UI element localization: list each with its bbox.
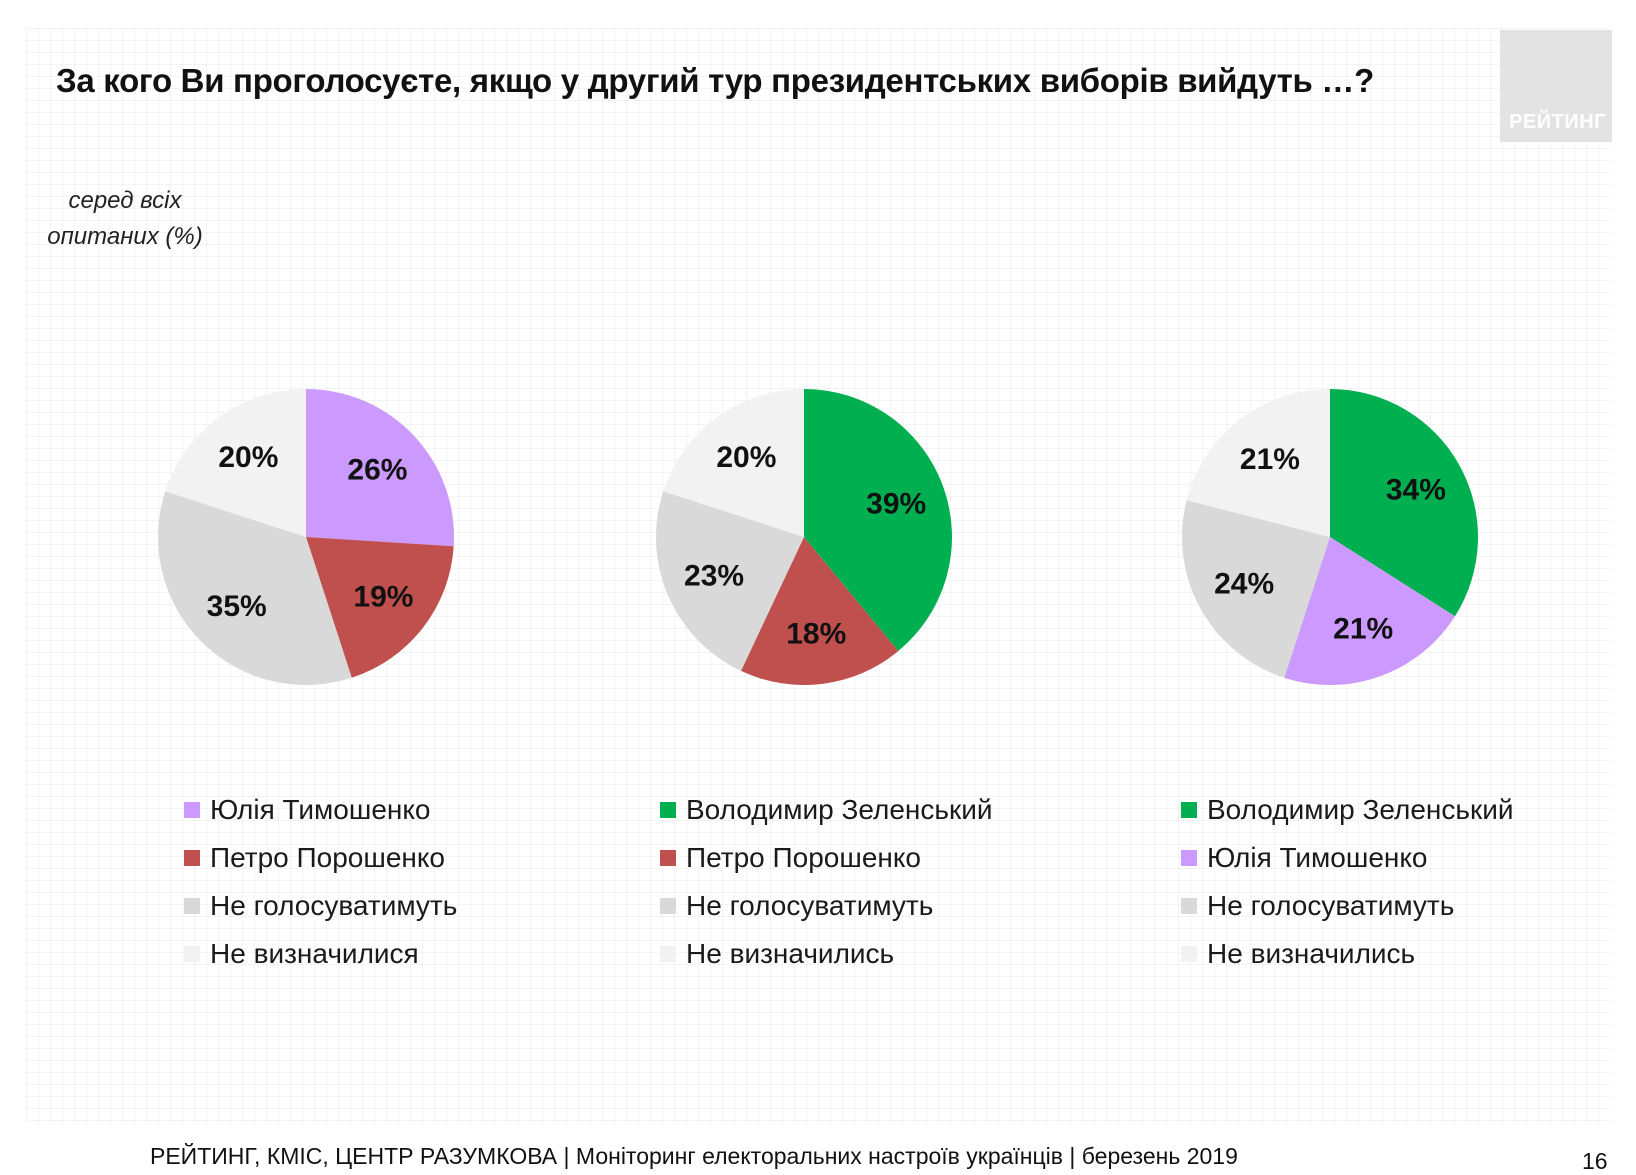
legend-item: Юлія Тимошенко: [1181, 834, 1514, 882]
pie-chart-2: 39% 18% 23% 20%: [639, 372, 969, 702]
pie-data-label: 35%: [207, 590, 267, 623]
pie-slice: [157, 491, 352, 685]
legend-swatch: [184, 946, 200, 962]
legend-item: Не визначились: [660, 930, 993, 978]
legend-swatch: [660, 802, 676, 818]
legend-label: Не визначились: [686, 938, 895, 969]
pie-slice: [804, 389, 952, 652]
pie-chart-3-svg: 34% 21% 24% 21%: [1182, 389, 1478, 685]
pie-data-label: 20%: [716, 441, 776, 474]
page-title: За кого Ви проголосуєте, якщо у другий т…: [56, 62, 1374, 99]
legend-item: Юлія Тимошенко: [184, 786, 457, 834]
legend-item: Не визначилися: [184, 930, 457, 978]
legend-swatch: [1181, 850, 1197, 866]
legend-swatch: [660, 850, 676, 866]
pie-data-label: 23%: [684, 559, 744, 592]
pie-data-label: 26%: [347, 453, 407, 486]
legend-chart-2: Володимир Зеленський Петро Порошенко Не …: [660, 786, 993, 978]
pie-slice: [1186, 389, 1330, 537]
legend-label: Петро Порошенко: [210, 842, 445, 873]
legend-item: Не голосуватимуть: [1181, 882, 1514, 930]
legend-label: Юлія Тимошенко: [210, 794, 431, 825]
legend-label: Володимир Зеленський: [1207, 794, 1514, 825]
rating-logo: РЕЙТИНГ: [1500, 30, 1612, 142]
logo-text: РЕЙТИНГ: [1509, 111, 1606, 133]
legend-label: Не визначились: [1207, 938, 1416, 969]
chart-subtitle: серед всіх опитаних (%): [47, 187, 203, 250]
legend-item: Петро Порошенко: [184, 834, 457, 882]
pie-chart-1-svg: 26% 19% 35% 20%: [157, 389, 454, 685]
legend-chart-1: Юлія Тимошенко Петро Порошенко Не голосу…: [184, 786, 457, 978]
legend-swatch: [660, 946, 676, 962]
legend-swatch: [1181, 946, 1197, 962]
legend-item: Володимир Зеленський: [660, 786, 993, 834]
legend-item: Не визначились: [1181, 930, 1514, 978]
legend-label: Володимир Зеленський: [686, 794, 993, 825]
pie-data-label: 21%: [1240, 443, 1300, 476]
pie-data-label: 24%: [1214, 568, 1274, 601]
pie-slice: [740, 537, 899, 685]
pie-data-label: 19%: [353, 581, 413, 614]
pie-data-label: 39%: [866, 487, 926, 520]
pie-slice: [1284, 537, 1455, 685]
pie-slice: [165, 389, 306, 537]
pie-slice: [1330, 389, 1478, 617]
pie-slice: [663, 389, 804, 537]
legend-label: Не визначилися: [210, 938, 419, 969]
legend-chart-3: Володимир Зеленський Юлія Тимошенко Не г…: [1181, 786, 1514, 978]
pie-chart-3: 34% 21% 24% 21%: [1165, 372, 1495, 702]
pie-slice: [656, 491, 804, 671]
legend-label: Не голосуватимуть: [686, 890, 934, 921]
legend-swatch: [184, 850, 200, 866]
pie-data-label: 18%: [786, 618, 846, 651]
legend-swatch: [1181, 802, 1197, 818]
legend-item: Не голосуватимуть: [660, 882, 993, 930]
legend-swatch: [184, 898, 200, 914]
pie-slice: [1182, 500, 1330, 678]
pie-chart-2-svg: 39% 18% 23% 20%: [656, 389, 952, 685]
pie-slice: [306, 537, 454, 678]
legend-item: Не голосуватимуть: [184, 882, 457, 930]
legend-label: Не голосуватимуть: [210, 890, 458, 921]
legend-label: Юлія Тимошенко: [1207, 842, 1428, 873]
legend-item: Петро Порошенко: [660, 834, 993, 882]
pie-data-label: 20%: [218, 441, 278, 474]
legend-label: Петро Порошенко: [686, 842, 921, 873]
pie-data-label: 21%: [1333, 613, 1393, 646]
page-number: 16: [1582, 1148, 1608, 1174]
pie-data-label: 34%: [1386, 473, 1446, 506]
legend-swatch: [184, 802, 200, 818]
legend-swatch: [1181, 898, 1197, 914]
footer-source: РЕЙТИНГ, КМІС, ЦЕНТР РАЗУМКОВА | Монітор…: [150, 1143, 1238, 1169]
legend-item: Володимир Зеленський: [1181, 786, 1514, 834]
pie-slice: [306, 389, 454, 547]
pie-chart-1: 26% 19% 35% 20%: [141, 372, 471, 702]
legend-swatch: [660, 898, 676, 914]
legend-label: Не голосуватимуть: [1207, 890, 1455, 921]
